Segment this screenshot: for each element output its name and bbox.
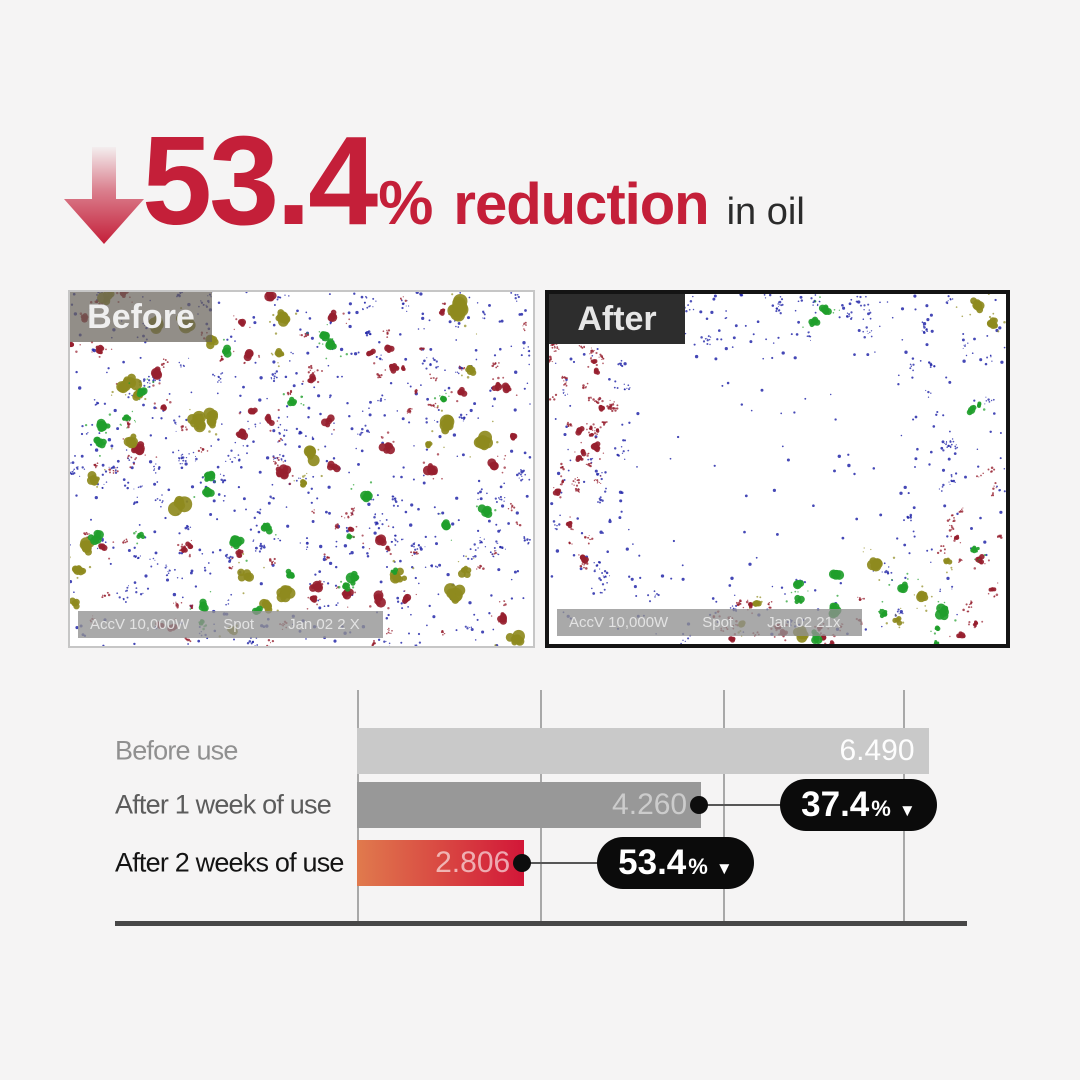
category-label: After 1 week of use: [115, 789, 332, 820]
bar-after-2-weeks: 2.806: [357, 840, 525, 886]
badge-percent: 53.4: [618, 843, 687, 882]
badge-percent-sign: %: [871, 796, 891, 821]
before-scatter-image: [70, 292, 532, 646]
caption-magn: Jan 02 21x: [767, 614, 841, 631]
reduction-bar-chart: Before use 6.490 After 1 week of use 4.2…: [115, 690, 967, 926]
bar-value: 4.260: [612, 788, 688, 821]
bar-after-1-week: 4.260: [357, 782, 702, 828]
reduction-badge-53: 53.4 % ▼: [597, 837, 754, 889]
badge-percent: 37.4: [801, 785, 870, 824]
after-image-panel: After AccV 10,000W Spot Jan 02 21x: [545, 290, 1010, 648]
bar-value: 6.490: [839, 734, 915, 767]
caption-spot: Spot: [223, 616, 255, 633]
triangle-down-icon: ▼: [715, 859, 733, 878]
headline-percent-sign: %: [378, 169, 434, 238]
header: 53.4 % reduction in oil: [0, 0, 1080, 290]
after-label: After: [549, 294, 685, 344]
bar-before-use: 6.490: [357, 728, 929, 774]
badge-connector-line: [701, 804, 783, 806]
headline-keyword: reduction: [453, 172, 709, 237]
headline-percent-value: 53.4: [142, 110, 378, 251]
caption-accv: AccV 10,000W: [90, 616, 190, 633]
connector-dot: [690, 796, 709, 814]
chart-row-after-1-week: After 1 week of use 4.260 37.4 % ▼: [115, 779, 967, 831]
chart-row-before-use: Before use 6.490: [115, 728, 967, 774]
headline: 53.4 % reduction in oil: [142, 118, 805, 244]
badge-connector-line: [524, 862, 600, 864]
down-arrow-icon: [64, 147, 144, 244]
caption-magn: Jan 02 2 X: [288, 616, 360, 633]
after-scatter-image: [549, 294, 1006, 644]
after-image-caption: AccV 10,000W Spot Jan 02 21x: [557, 609, 862, 636]
badge-percent-sign: %: [688, 854, 708, 879]
category-label: Before use: [115, 735, 238, 766]
before-image-caption: AccV 10,000W Spot Jan 02 2 X: [78, 611, 383, 638]
before-label: Before: [70, 292, 212, 342]
triangle-down-icon: ▼: [898, 801, 916, 820]
chart-baseline-axis: [115, 921, 967, 926]
bar-value: 2.806: [435, 846, 511, 879]
headline-suffix: in oil: [726, 191, 805, 233]
caption-accv: AccV 10,000W: [569, 614, 669, 631]
before-image-panel: Before AccV 10,000W Spot Jan 02 2 X: [68, 290, 535, 648]
caption-spot: Spot: [702, 614, 734, 631]
connector-dot: [513, 854, 532, 872]
category-label: After 2 weeks of use: [115, 847, 344, 878]
chart-row-after-2-weeks: After 2 weeks of use 2.806 53.4 % ▼: [115, 837, 967, 889]
reduction-badge-37: 37.4 % ▼: [780, 779, 937, 831]
